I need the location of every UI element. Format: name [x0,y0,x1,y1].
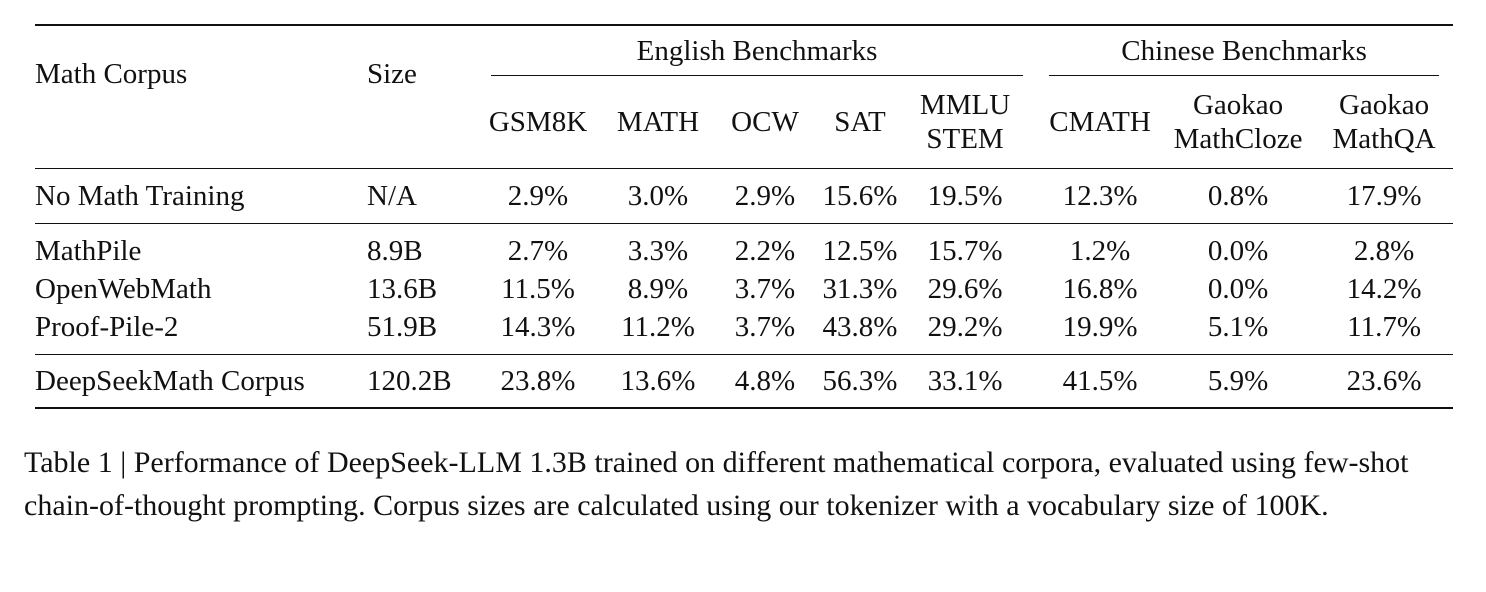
header-group-chinese-label: Chinese Benchmarks [1121,35,1367,67]
cell-value: 0.8% [1207,180,1269,212]
cell-value: 2.7% [507,235,569,267]
cell-value: 14.3% [500,311,576,343]
cell-value: 4.8% [734,365,796,397]
cell-value: 2.2% [734,235,796,267]
cell-value: 3.0% [627,180,689,212]
cell-value: 43.8% [822,311,898,343]
cell-value: 41.5% [1062,365,1138,397]
header-group-chinese: Chinese Benchmarks [1039,25,1453,76]
header-col-ocw: OCW [731,106,799,138]
cell-value: 3.7% [734,273,796,305]
row-size: 120.2B [367,365,452,397]
table-row: OpenWebMath 13.6B 11.5% 8.9% 3.7% 31.3% … [35,270,1453,308]
row-size: 51.9B [367,311,438,343]
cell-value: 33.1% [927,365,1003,397]
cell-value: 11.5% [501,273,575,305]
cell-value: 29.2% [927,311,1003,343]
header-col-sat: SAT [834,106,886,138]
cell-value: 31.3% [822,273,898,305]
header-col-gaokao-mathqa: Gaokao MathQA [1332,89,1436,155]
cell-value: 56.3% [822,365,898,397]
cell-value: 23.8% [500,365,576,397]
header-math-corpus: Math Corpus [35,58,188,90]
cell-value: 17.9% [1346,180,1422,212]
table-row: Proof-Pile-2 51.9B 14.3% 11.2% 3.7% 43.8… [35,308,1453,355]
cell-value: 12.3% [1062,180,1138,212]
table-row: MathPile 8.9B 2.7% 3.3% 2.2% 12.5% 15.7%… [35,223,1454,271]
row-name: MathPile [35,235,142,267]
cell-value: 5.1% [1207,311,1269,343]
header-col-mmlu-stem: MMLU STEM [919,89,1011,155]
row-size: 8.9B [367,235,423,267]
cell-value: 0.0% [1207,273,1269,305]
cell-value: 2.9% [734,180,796,212]
results-table: Math Corpus Size English Benchmarks Chin… [35,24,1454,409]
cell-value: 23.6% [1346,365,1422,397]
header-group-english: English Benchmarks [477,25,1024,76]
cell-value: 8.9% [627,273,689,305]
cell-value: 13.6% [620,365,696,397]
table-row: DeepSeekMath Corpus 120.2B 23.8% 13.6% 4… [35,354,1454,408]
cell-value: 15.6% [822,180,898,212]
header-col-cmath: CMATH [1049,106,1151,138]
row-size: N/A [367,180,417,212]
cell-value: 12.5% [822,235,898,267]
header-group-english-label: English Benchmarks [636,35,878,67]
cell-value: 29.6% [927,273,1003,305]
cell-value: 15.7% [927,235,1003,267]
header-group-gap [1023,25,1039,76]
cell-value: 19.9% [1062,311,1138,343]
cell-value: 16.8% [1062,273,1138,305]
cell-value: 1.2% [1069,235,1131,267]
table-row: No Math Training N/A 2.9% 3.0% 2.9% 15.6… [35,168,1454,224]
results-table-container: Math Corpus Size English Benchmarks Chin… [35,24,1454,409]
row-name: OpenWebMath [35,273,212,305]
cell-value: 3.3% [627,235,689,267]
row-name: DeepSeekMath Corpus [35,365,305,397]
cell-value: 11.7% [1347,311,1421,343]
cell-value: 2.8% [1353,235,1415,267]
row-name: Proof-Pile-2 [35,311,179,343]
cell-value: 19.5% [927,180,1003,212]
header-col-math: MATH [616,106,700,138]
cell-value: 11.2% [621,311,695,343]
header-col-gaokao-mathcloze: Gaokao MathCloze [1173,89,1303,155]
row-name: No Math Training [35,180,245,212]
header-col-gap [1023,76,1039,169]
header-size: Size [367,58,417,90]
cell-value: 5.9% [1207,365,1269,397]
row-size: 13.6B [367,273,438,305]
cell-value: 3.7% [734,311,796,343]
header-col-gsm8k: GSM8K [488,106,588,138]
cell-value: 2.9% [507,180,569,212]
cell-value: 0.0% [1207,235,1269,267]
cell-value: 14.2% [1346,273,1422,305]
table-caption: Table 1 | Performance of DeepSeek-LLM 1.… [24,446,1409,522]
